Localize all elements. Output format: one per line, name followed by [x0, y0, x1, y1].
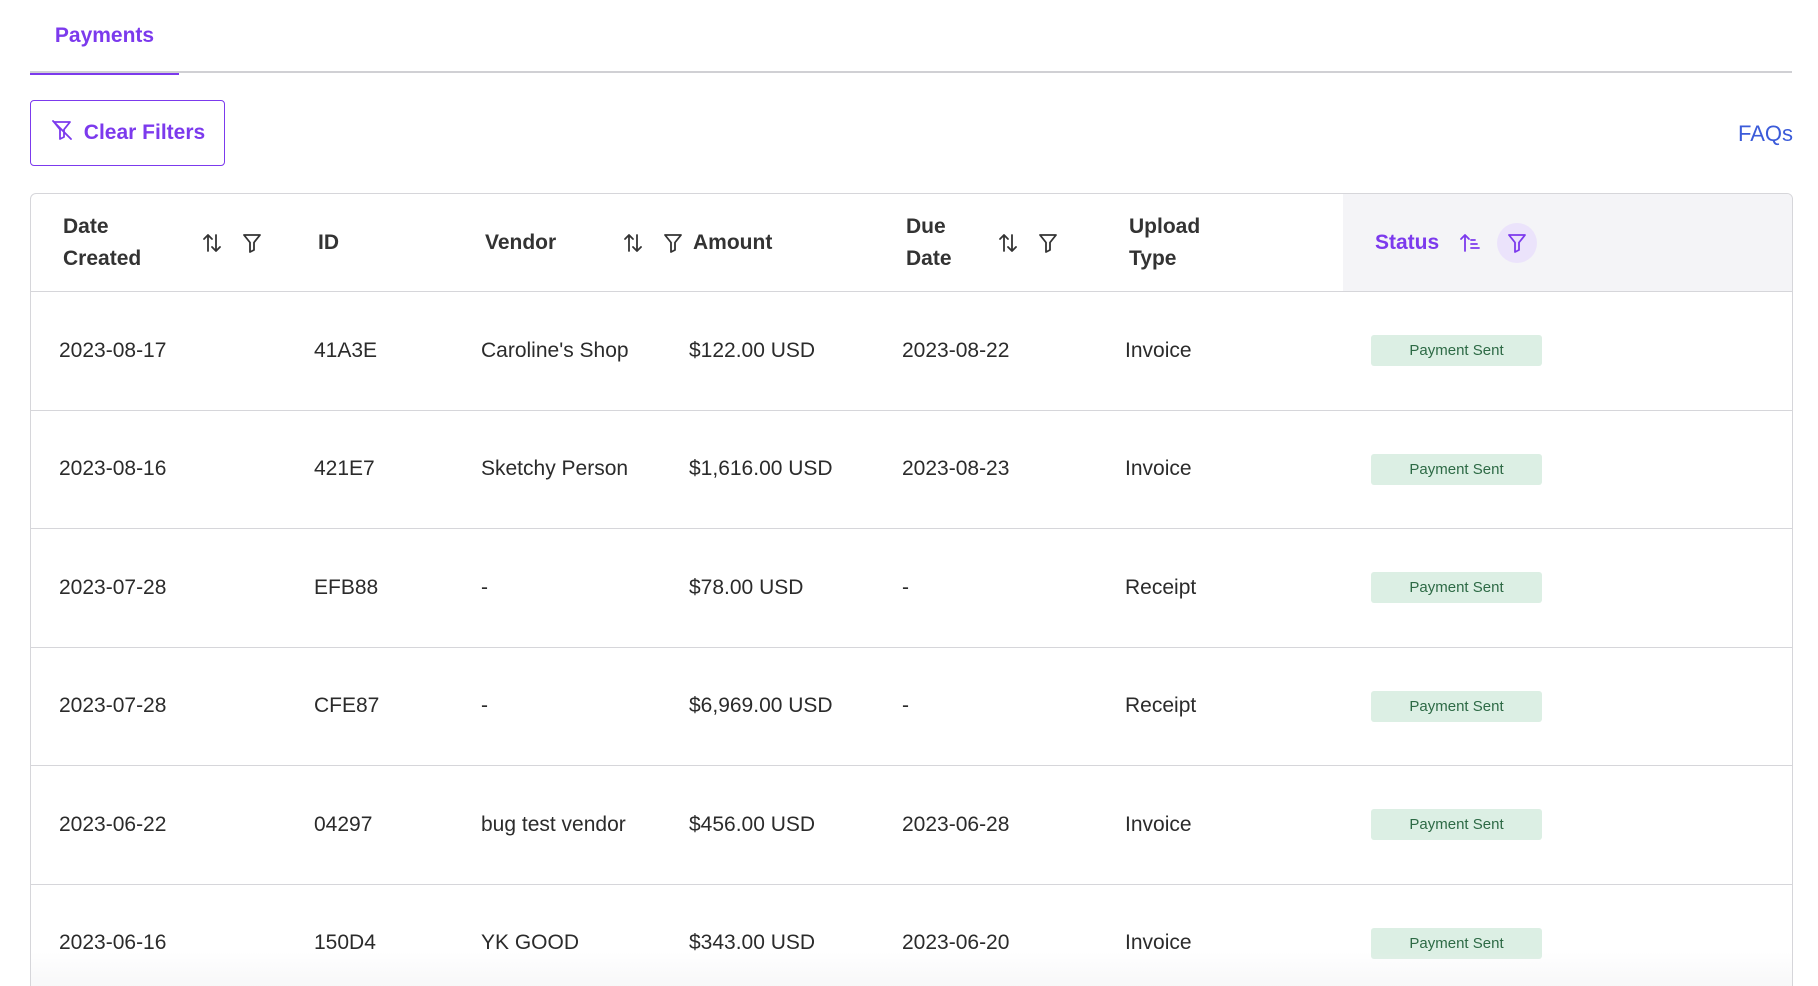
cell-date-created: 2023-07-28 [59, 694, 167, 718]
column-header-actions [1457, 222, 1537, 263]
cell-vendor: Sketchy Person [481, 457, 629, 481]
cell-due-date: 2023-08-23 [902, 457, 1010, 481]
cell-date-created: 2023-08-17 [59, 338, 167, 362]
status-badge: Payment Sent [1371, 335, 1542, 367]
cell-id: 04297 [314, 812, 373, 836]
cell-upload-type: Invoice [1125, 812, 1192, 836]
cell-id: 41A3E [314, 338, 378, 362]
sort-arrows-icon[interactable] [620, 230, 646, 256]
cell-amount: $1,616.00 USD [689, 457, 833, 481]
column-header: Due Date [874, 194, 1097, 291]
column-header-label: Status [1375, 230, 1440, 254]
filter-icon[interactable] [239, 230, 265, 256]
table-row[interactable]: 2023-08-16 421E7 Sketchy Person $1,616.00 U… [31, 411, 1792, 529]
cell-date-created: 2023-06-16 [59, 931, 167, 955]
column-header: Amount [661, 194, 1479, 291]
column-header: Date Created [31, 194, 286, 291]
clear-filters-button[interactable]: Clear Filters [30, 100, 225, 166]
clear-filters-label: Clear Filters [83, 121, 206, 144]
status-badge: Payment Sent [1371, 690, 1542, 722]
cell-id: 421E7 [314, 457, 375, 481]
table-row[interactable]: 2023-08-17 41A3E Caroline's Shop $122.00 US… [31, 292, 1792, 411]
cell-amount: $122.00 USD [689, 338, 816, 362]
cell-amount: $6,969.00 USD [689, 694, 833, 718]
cell-due-date: 2023-08-22 [902, 338, 1010, 362]
status-badge: Payment Sent [1371, 572, 1542, 604]
table-row[interactable]: 2023-07-28 EFB88 - $78.00 USD - Receipt Paymen… [31, 529, 1792, 648]
column-header-label: Date Created [63, 214, 142, 270]
column-header-actions [995, 230, 1061, 256]
tab-bar: Payments [30, 0, 1792, 75]
cell-status: Payment Sent [1371, 885, 1542, 986]
cell-status: Payment Sent [1371, 648, 1542, 766]
cell-date-created: 2023-07-28 [59, 575, 167, 599]
cell-amount: $78.00 USD [689, 575, 804, 599]
cell-amount: $456.00 USD [689, 812, 816, 836]
sort-arrows-icon[interactable] [995, 230, 1021, 256]
faqs-link[interactable]: FAQs [1737, 121, 1793, 146]
column-header-label: Due Date [906, 214, 952, 270]
cell-id: 150D4 [314, 931, 376, 955]
column-header-label: Upload Type [1129, 214, 1201, 270]
cell-vendor: - [481, 575, 488, 599]
status-badge: Payment Sent [1371, 927, 1542, 959]
cell-status: Payment Sent [1371, 766, 1542, 884]
status-badge: Payment Sent [1371, 809, 1542, 841]
payments-table: Date Created ID Vendor Amount Due Date Upload… [30, 193, 1793, 986]
status-badge: Payment Sent [1371, 453, 1542, 485]
cell-id: EFB88 [314, 575, 379, 599]
cell-upload-type: Receipt [1125, 575, 1197, 599]
cell-due-date: - [902, 694, 909, 718]
cell-due-date: 2023-06-28 [902, 812, 1010, 836]
column-header-label: ID [318, 230, 339, 254]
cell-status: Payment Sent [1371, 292, 1542, 410]
cell-id: CFE87 [314, 694, 380, 718]
table-row[interactable]: 2023-06-22 04297 bug test vendor $456.00 US… [31, 766, 1792, 885]
table-row[interactable]: 2023-06-16 150D4 YK GOOD $343.00 USD 2023-06… [31, 885, 1792, 986]
cell-amount: $343.00 USD [689, 931, 816, 955]
cell-date-created: 2023-08-16 [59, 457, 167, 481]
column-header-label: Vendor [485, 230, 557, 254]
cell-due-date: 2023-06-20 [902, 931, 1010, 955]
cell-upload-type: Receipt [1125, 694, 1197, 718]
column-header: Upload Type [1097, 194, 1343, 291]
column-header-actions [199, 230, 265, 256]
cell-vendor: Caroline's Shop [481, 338, 629, 362]
tab-payments[interactable]: Payments [30, 0, 179, 75]
table-row[interactable]: 2023-07-28 CFE87 - $6,969.00 USD - Receipt Pay… [31, 648, 1792, 766]
column-header-label: Amount [693, 230, 773, 254]
cell-date-created: 2023-06-22 [59, 812, 167, 836]
column-header: Vendor [453, 194, 1057, 291]
cell-vendor: - [481, 694, 488, 718]
cell-vendor: bug test vendor [481, 812, 626, 836]
sort-arrows-icon[interactable] [199, 230, 225, 256]
column-header: ID [286, 194, 682, 291]
cell-upload-type: Invoice [1125, 338, 1192, 362]
table-body: 2023-08-17 41A3E Caroline's Shop $122.00 US… [31, 292, 1792, 986]
cell-upload-type: Invoice [1125, 931, 1192, 955]
table-header: Date Created ID Vendor Amount Due Date Upload… [31, 194, 1792, 292]
filter-icon[interactable] [1497, 222, 1537, 263]
sort-ascending-icon[interactable] [1457, 230, 1483, 256]
column-header-actions [620, 230, 686, 256]
filter-icon[interactable] [660, 230, 686, 256]
cell-vendor: YK GOOD [481, 931, 580, 955]
column-header: Status [1343, 194, 1792, 291]
filter-icon[interactable] [1035, 230, 1061, 256]
cell-due-date: - [902, 575, 909, 599]
cell-status: Payment Sent [1371, 411, 1542, 529]
cell-upload-type: Invoice [1125, 457, 1192, 481]
cell-status: Payment Sent [1371, 529, 1542, 647]
filter-clear-icon [50, 118, 74, 148]
